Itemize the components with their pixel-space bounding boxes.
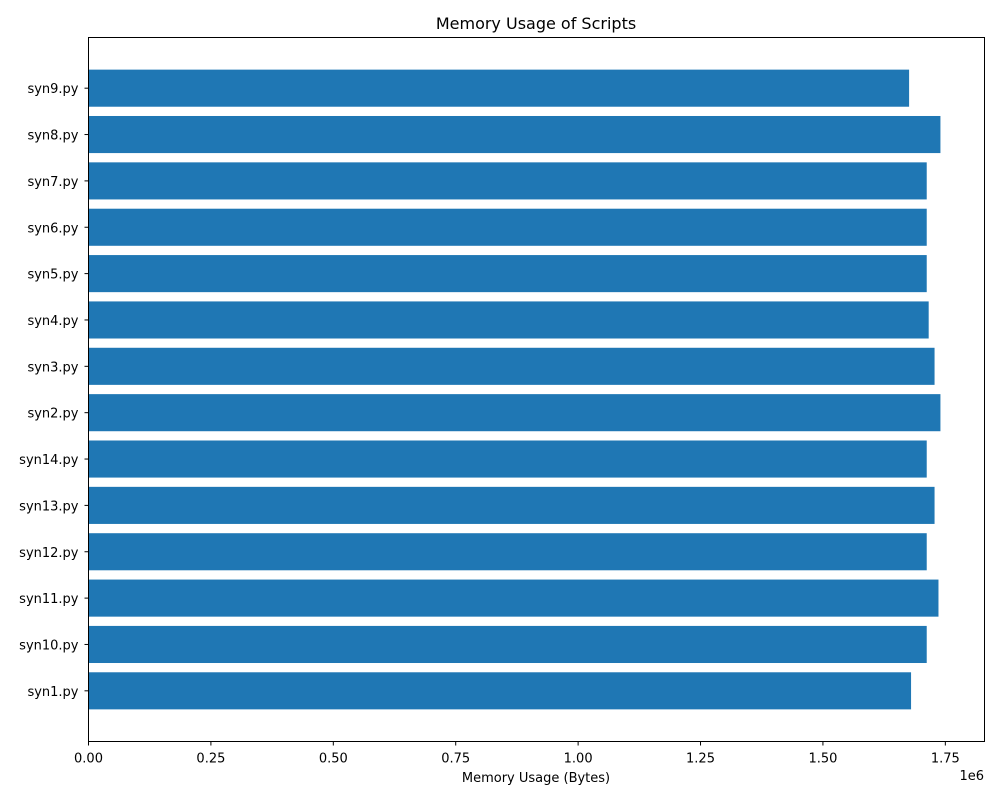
bar-syn3-py <box>88 347 935 385</box>
bar-syn14-py <box>88 440 927 478</box>
chart-title: Memory Usage of Scripts <box>436 14 636 33</box>
x-tick-label: 1.75 <box>931 752 960 767</box>
bar-syn11-py <box>88 579 939 617</box>
x-tick-label: 0.50 <box>319 752 348 767</box>
x-tick-label: 1.00 <box>564 752 593 767</box>
bar-syn5-py <box>88 255 927 293</box>
x-tick-label: 1.50 <box>808 752 837 767</box>
y-axis-ticks: syn1.py syn10.py syn11.py syn12.py syn13.py s… <box>19 82 89 700</box>
y-tick-label: syn10.py <box>19 638 79 653</box>
y-tick-label: syn4.py <box>27 314 78 329</box>
bar-syn6-py <box>88 208 927 246</box>
y-tick-label: syn6.py <box>27 221 78 236</box>
x-axis-label: Memory Usage (Bytes) <box>462 771 610 786</box>
x-axis-ticks: 0.00 0.25 0.50 0.75 1.00 1.25 1.50 1.75 <box>74 741 960 767</box>
x-tick-label: 0.75 <box>441 752 470 767</box>
y-tick-label: syn1.py <box>27 685 78 700</box>
bar-syn13-py <box>88 486 935 524</box>
x-tick-label: 1.25 <box>686 752 715 767</box>
y-tick-label: syn13.py <box>19 499 79 514</box>
bar-syn2-py <box>88 394 941 432</box>
bar-syn1-py <box>88 672 912 710</box>
plot-frame <box>88 37 985 742</box>
bar-syn8-py <box>88 115 941 154</box>
y-tick-label: syn2.py <box>27 407 78 422</box>
y-tick-label: syn7.py <box>27 175 78 190</box>
bar-syn7-py <box>88 162 927 200</box>
y-tick-label: syn3.py <box>27 360 78 375</box>
y-tick-label: syn14.py <box>19 453 79 468</box>
y-tick-label: syn11.py <box>19 592 79 607</box>
y-tick-label: syn9.py <box>27 82 78 97</box>
bar-syn12-py <box>88 533 927 571</box>
x-axis-offset-label: 1e6 <box>959 769 984 784</box>
bar-syn10-py <box>88 625 927 664</box>
bar-syn9-py <box>88 69 910 107</box>
x-tick-label: 0.00 <box>74 752 103 767</box>
bar-group <box>88 69 941 710</box>
y-tick-label: syn5.py <box>27 268 78 283</box>
bar-syn4-py <box>88 301 929 339</box>
y-tick-label: syn8.py <box>27 129 78 144</box>
x-tick-label: 0.25 <box>196 752 225 767</box>
y-tick-label: syn12.py <box>19 546 79 561</box>
